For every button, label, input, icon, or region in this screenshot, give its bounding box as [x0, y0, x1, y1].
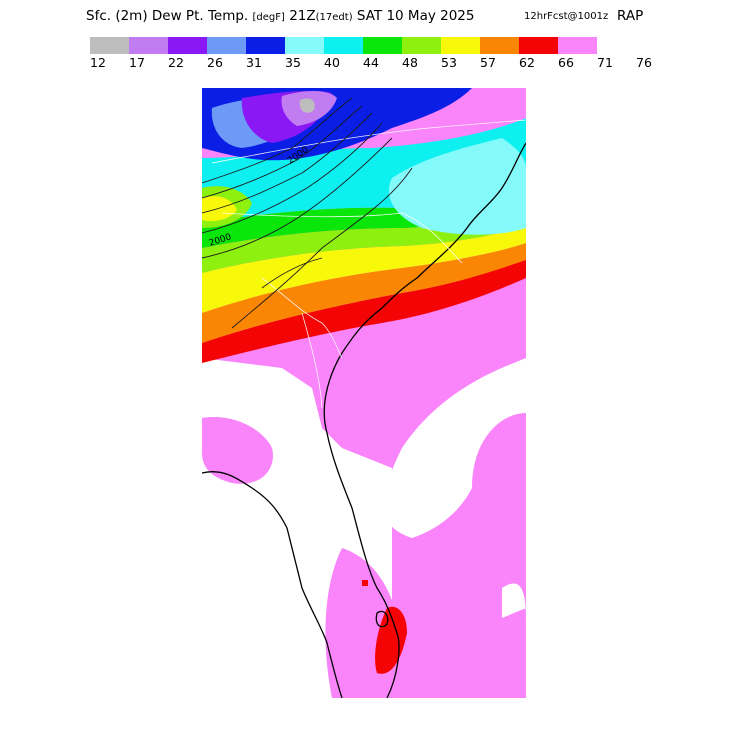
legend-swatch [402, 37, 441, 54]
legend-swatch [480, 37, 519, 54]
legend-tick-label: 76 [636, 55, 652, 70]
contours [202, 97, 413, 329]
state-border-4 [301, 312, 323, 409]
region-12-17 [299, 98, 315, 113]
run-info: 12hrFcst@1001z [524, 11, 609, 22]
state-borders [211, 119, 526, 409]
region-62-66 [202, 258, 526, 363]
legend-tick-label: 35 [285, 55, 301, 70]
legend-tick-label: 71 [597, 55, 613, 70]
legend-swatch [558, 37, 597, 54]
lake-okeechobee [375, 610, 389, 628]
legend-swatch [168, 37, 207, 54]
legend-tick-label: 62 [519, 55, 535, 70]
legend-swatch [285, 37, 324, 54]
state-border-3 [261, 277, 343, 359]
region-48-53 [202, 208, 526, 273]
legend-tick-label: 40 [324, 55, 340, 70]
legend-swatch [324, 37, 363, 54]
valid-time: 21Z [289, 8, 316, 24]
legend-tick-label: 31 [246, 55, 262, 70]
region-57-62 [202, 243, 526, 343]
contour-line [202, 137, 393, 259]
region-53-57 [202, 226, 526, 313]
legend-swatch [363, 37, 402, 54]
legend-swatch [246, 37, 285, 54]
header: Sfc. (2m) Dew Pt. Temp. [degF] 21Z(17edt… [0, 8, 729, 28]
legend-swatch [441, 37, 480, 54]
region-66-71-gulf [202, 417, 273, 484]
dewpoint-map: 2000 2000 [202, 88, 526, 698]
contour-line [202, 112, 373, 214]
state-border-1 [211, 119, 526, 164]
legend-tick-label: 12 [90, 55, 106, 70]
legend-swatch [129, 37, 168, 54]
contour-line [202, 105, 363, 199]
units-label: [degF] [252, 12, 285, 23]
legend-tick-label: 17 [129, 55, 145, 70]
map-title: Sfc. (2m) Dew Pt. Temp. [degF] 21Z(17edt… [86, 8, 474, 24]
atlantic-coastline [323, 142, 526, 698]
contour-line [202, 122, 383, 234]
coastlines [202, 142, 526, 698]
legend-swatch [207, 37, 246, 54]
legend-swatch [519, 37, 558, 54]
contour-line [202, 97, 353, 184]
date-label: SAT 10 May 2025 [356, 8, 475, 24]
title-text: Sfc. (2m) Dew Pt. Temp. [86, 8, 249, 24]
legend-tick-label: 44 [363, 55, 379, 70]
legend-labels: 12 17 22 26 31 35 40 44 48 53 57 62 66 71 76 [0, 55, 729, 71]
contour-line [231, 167, 413, 329]
legend-tick-label: 53 [441, 55, 457, 70]
legend-swatch [90, 37, 129, 54]
legend-tick-label: 26 [207, 55, 223, 70]
region-44-48 [202, 188, 526, 248]
region-71-76-atlantic [383, 358, 526, 538]
contour-line [261, 257, 323, 289]
local-time: (17edt) [315, 12, 353, 23]
region-62-66-spot [362, 580, 368, 586]
gulf-coastline [202, 471, 343, 698]
legend-tick-label: 66 [558, 55, 574, 70]
region-35-40 [388, 138, 526, 235]
region-71-76-se [502, 583, 526, 618]
legend-tick-label: 57 [480, 55, 496, 70]
state-border-2 [221, 212, 463, 264]
model-label: RAP [617, 8, 644, 24]
color-legend [90, 37, 597, 55]
legend-tick-label: 22 [168, 55, 184, 70]
legend-tick-label: 48 [402, 55, 418, 70]
